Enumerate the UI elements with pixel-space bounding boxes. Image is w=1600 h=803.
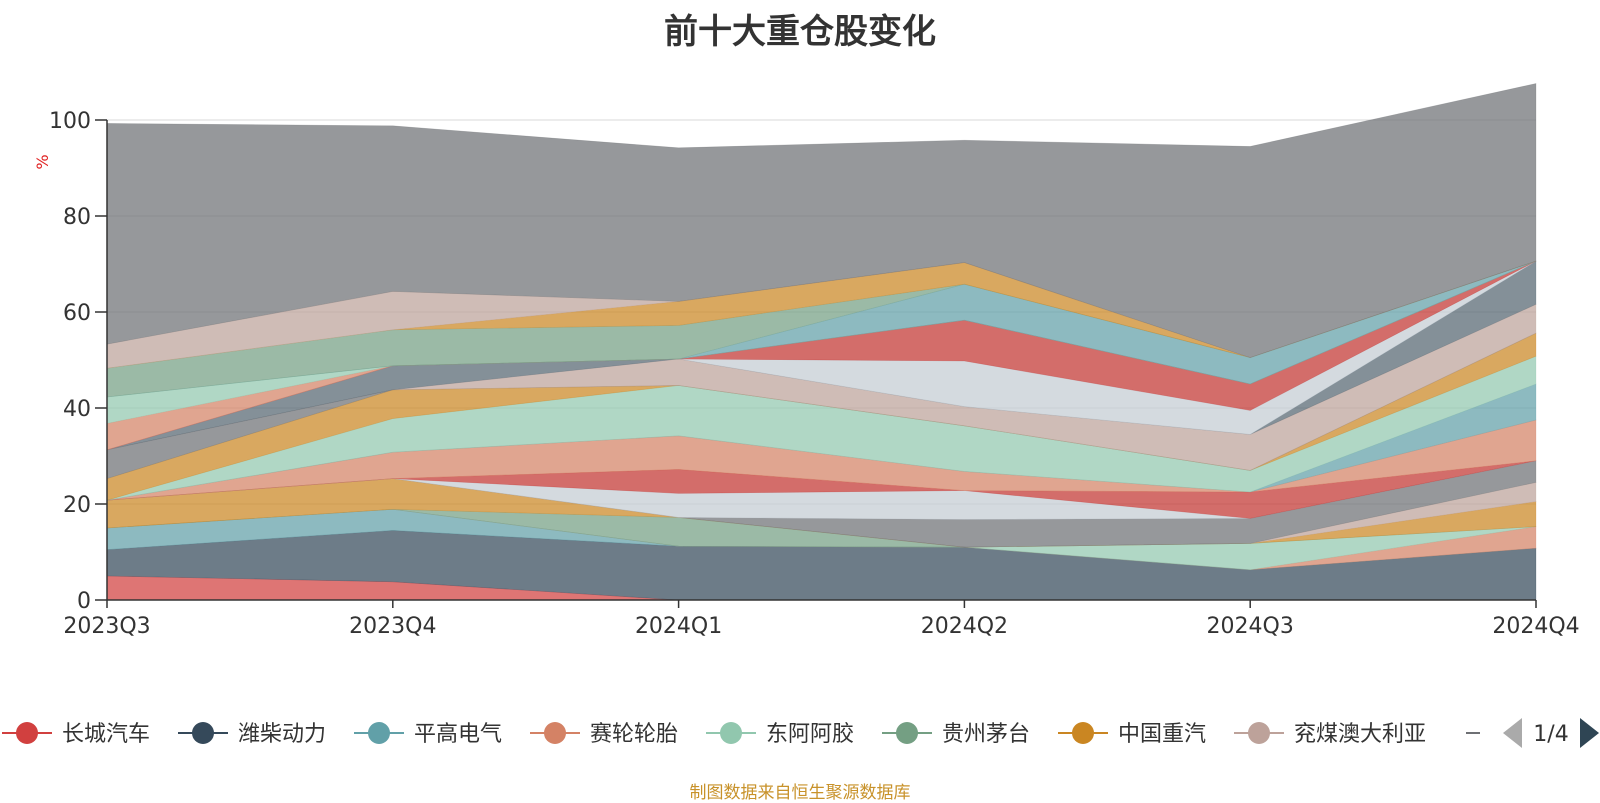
legend-page-indicator: 1/4: [1533, 722, 1568, 747]
y-axis-unit: %: [33, 154, 52, 169]
legend-marker: [1072, 722, 1094, 744]
y-tick-label: 20: [63, 493, 91, 518]
x-tick-label: 2024Q4: [1492, 614, 1579, 639]
y-tick-label: 60: [63, 301, 91, 326]
area-series-12: [106, 419, 1537, 501]
legend-marker: [16, 722, 38, 744]
legend-item-8[interactable]: 兖煤澳大利亚: [1234, 722, 1426, 747]
chart-title: 前十大重仓股变化: [664, 12, 936, 52]
legend-label: 东阿阿胶: [766, 722, 854, 747]
y-tick-label: 80: [63, 205, 91, 230]
legend-marker: [720, 722, 742, 744]
stacked-areas: [106, 83, 1537, 601]
legend-item-1[interactable]: 长城汽车: [2, 722, 150, 747]
legend-label: 兖煤澳大利亚: [1294, 722, 1426, 747]
y-tick-label: 40: [63, 397, 91, 422]
legend-label: 潍柴动力: [238, 722, 326, 747]
x-tick-label: 2023Q4: [349, 614, 436, 639]
legend-label: 赛轮轮胎: [590, 722, 678, 747]
legend-label: 长城汽车: [62, 722, 150, 747]
axes: 0 20 40 60 80 100 2023Q3 2023Q4 2024Q1 2024Q2 2024…: [33, 109, 1580, 639]
legend-marker: [192, 722, 214, 744]
legend-marker: [544, 722, 566, 744]
area-series-13: [106, 383, 1537, 501]
legend-marker: [1248, 722, 1270, 744]
legend-label: 平高电气: [414, 722, 502, 747]
legend-item-7[interactable]: 中国重汽: [1058, 722, 1206, 747]
area-series-18: [106, 260, 1537, 451]
legend-marker: [896, 722, 918, 744]
legend-prev-arrow-icon[interactable]: [1503, 718, 1522, 748]
legend-item-6[interactable]: 贵州茅台: [882, 722, 1030, 747]
area-series-17: [106, 303, 1537, 471]
legend-marker: [368, 722, 390, 744]
legend-next-arrow-icon[interactable]: [1580, 718, 1599, 748]
x-tick-label: 2024Q1: [635, 614, 722, 639]
legend-item-4[interactable]: 赛轮轮胎: [530, 722, 678, 747]
legend-label: 贵州茅台: [942, 722, 1030, 747]
source-note: 制图数据来自恒生聚源数据库: [689, 783, 911, 803]
legend-label: 中国重汽: [1118, 722, 1206, 747]
x-tick-label: 2024Q3: [1207, 614, 1294, 639]
x-tick-label: 2023Q3: [63, 614, 150, 639]
y-tick-label: 100: [49, 109, 91, 134]
legend-item-5[interactable]: 东阿阿胶: [706, 722, 854, 747]
x-tick-label: 2024Q2: [921, 614, 1008, 639]
y-tick-label: 0: [77, 589, 91, 614]
legend-item-3[interactable]: 平高电气: [354, 722, 502, 747]
legend: 长城汽车 潍柴动力 平高电气 赛轮轮胎 东阿阿胶 贵州茅台 中国重汽 兖煤澳大利亚 1/4: [2, 718, 1599, 748]
legend-item-2[interactable]: 潍柴动力: [178, 722, 326, 747]
area-series-27: [106, 83, 1537, 358]
